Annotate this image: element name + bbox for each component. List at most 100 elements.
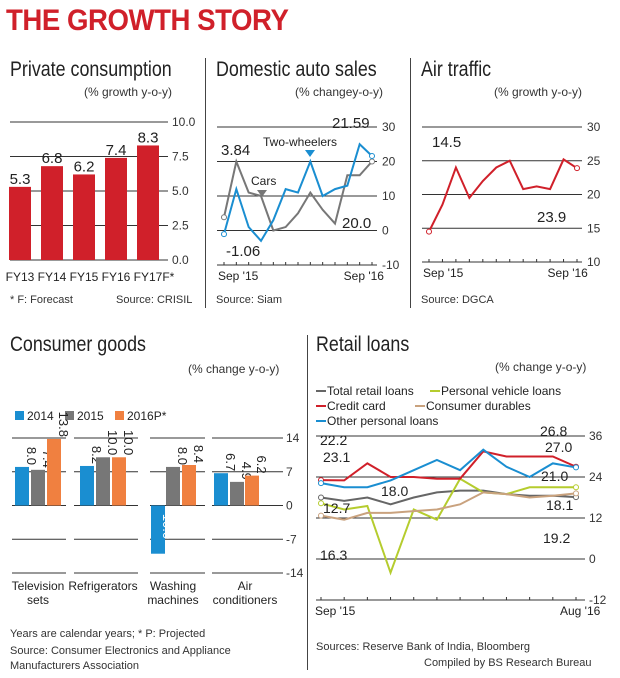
data-label: 10.0 [121,430,136,455]
y-tick-label: 36 [589,429,603,443]
y-tick-label: -10 [382,258,400,272]
bar [31,469,45,506]
chart-title: Private consumption [10,58,172,81]
series-label: Two-wheelers [263,135,337,149]
series-start-marker [221,214,227,221]
legend-label: Other personal loans [327,414,438,428]
series-end-marker [573,490,579,497]
data-label: 14.5 [432,134,461,151]
y-tick-label: 7.5 [172,150,189,164]
legend-label: Personal vehicle loans [441,384,561,398]
data-label: 4.9 [239,462,254,480]
x-tick-label: Refrigerators [68,579,137,593]
data-label: 18.1 [546,497,573,513]
data-label: 20.0 [342,215,371,232]
chart-title: Retail loans [316,333,410,356]
bar [182,465,196,506]
source: Source: Consumer Electronics and Applian… [10,645,231,672]
divider [307,335,308,670]
bar [166,466,180,506]
series-end-marker [369,158,375,165]
data-label: 10.0 [105,430,120,455]
series-start-marker [221,231,227,238]
divider [410,58,411,308]
page-title: THE GROWTH STORY [6,4,289,37]
bar [15,466,29,506]
series-end-marker [574,165,580,172]
x-tick-label: Sep '16 [548,266,589,280]
x-tick-label: Television sets [12,579,65,607]
y-tick-label: 30 [587,120,601,134]
y-tick-label: 14 [286,431,300,445]
y-tick-label: 0 [286,499,293,513]
y-tick-label: 2.5 [172,219,189,233]
y-tick-label: 0.0 [172,253,189,267]
data-label: 19.2 [543,530,570,546]
data-label: 12.7 [323,500,350,516]
legend-label: 2015 [77,409,104,423]
triangle-marker-icon [257,190,267,197]
data-label: 21.59 [332,115,370,132]
y-tick-label: 10 [587,255,601,269]
data-label: 5.3 [10,171,31,188]
series-start-marker [318,512,324,519]
x-tick-label: Aug '16 [560,604,601,618]
y-tick-label: 10.0 [172,115,196,129]
series-line [223,142,373,243]
data-label: 6.2 [74,158,95,175]
x-tick-label: FY14 [38,270,67,284]
data-label: 8.3 [138,129,159,146]
divider [205,58,206,308]
legend-swatch [65,411,74,420]
data-label: 23.1 [323,449,350,465]
series-line [223,158,373,232]
series-end-marker [573,484,579,491]
series-line [320,448,577,489]
bar [41,166,63,260]
chart-unit: (% growth y-o-y) [494,85,583,99]
data-label: 26.8 [540,423,567,439]
x-tick-label: Air conditioners [213,579,278,607]
source: Source: CRISIL [116,294,193,306]
data-label: 8.0 [175,447,190,465]
chart-title: Domestic auto sales [216,58,377,81]
bar [214,473,228,506]
series-end-marker [573,464,579,471]
chart-unit: (% change y-o-y) [188,362,280,376]
data-label: 23.9 [537,209,566,226]
bar [9,186,31,260]
series-label: Cars [251,174,276,188]
y-tick-label: 0 [589,552,596,566]
data-label: -1.06 [226,243,260,260]
data-label: 16.3 [320,547,347,563]
chart-title: Air traffic [421,58,492,81]
chart-unit: (% changey-o-y) [295,85,384,99]
data-label: 6.2 [254,456,269,474]
chart-unit: (% growth y-o-y) [84,85,173,99]
data-label: 21.0 [541,468,568,484]
y-tick-label: 0 [382,224,389,238]
y-tick-label: -12 [589,593,607,607]
x-tick-label: FY17F* [134,270,175,284]
source: Source: Siam [216,294,283,306]
x-tick-label: Sep '15 [218,269,259,283]
bar [73,174,95,260]
source: Source: DGCA [421,294,494,306]
data-label: 8.0 [24,447,39,465]
legend-label: Total retail loans [327,384,414,398]
series-line [320,450,577,482]
series-end-marker [369,153,375,160]
y-tick-label: 12 [589,511,603,525]
y-tick-label: -14 [286,566,304,580]
data-label: 22.2 [320,432,347,448]
legend-swatch [15,411,24,420]
legend-label: 2014 [27,409,54,423]
series-line [320,491,577,521]
data-label: 6.7 [223,453,238,471]
legend-swatch [115,411,124,420]
y-tick-label: 7 [286,465,293,479]
data-label: 18.0 [381,483,408,499]
series-line [428,157,578,233]
series-start-marker [318,480,324,487]
